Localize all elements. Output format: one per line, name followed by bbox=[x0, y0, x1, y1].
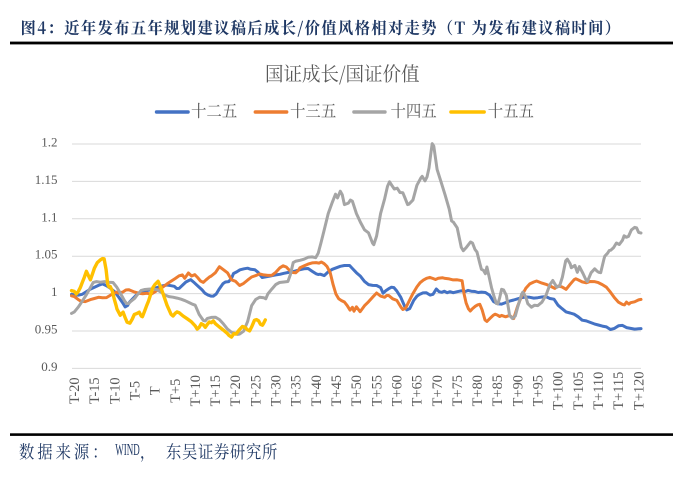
svg-text:T+110: T+110 bbox=[591, 372, 607, 410]
svg-text:T+75: T+75 bbox=[450, 375, 466, 406]
svg-text:T+20: T+20 bbox=[228, 375, 244, 406]
svg-text:T+90: T+90 bbox=[510, 375, 526, 406]
svg-text:1.1: 1.1 bbox=[41, 209, 57, 224]
svg-text:1: 1 bbox=[51, 284, 58, 299]
svg-text:T+95: T+95 bbox=[531, 375, 547, 406]
svg-text:T+35: T+35 bbox=[289, 375, 305, 406]
svg-text:T+85: T+85 bbox=[490, 375, 506, 406]
svg-text:T+55: T+55 bbox=[369, 375, 385, 406]
svg-text:WIND: WIND bbox=[115, 440, 140, 459]
svg-text:T-15: T-15 bbox=[87, 377, 103, 404]
svg-text:0.9: 0.9 bbox=[41, 359, 57, 374]
svg-text:1.15: 1.15 bbox=[35, 172, 58, 187]
svg-text:T+15: T+15 bbox=[208, 375, 224, 406]
svg-text:T+105: T+105 bbox=[571, 371, 587, 410]
svg-text:T+60: T+60 bbox=[390, 375, 406, 406]
svg-text:T+10: T+10 bbox=[188, 375, 204, 406]
svg-text:T+40: T+40 bbox=[309, 375, 325, 406]
svg-text:T+5: T+5 bbox=[168, 379, 184, 403]
svg-text:1.2: 1.2 bbox=[41, 135, 57, 150]
svg-text:1.05: 1.05 bbox=[35, 247, 58, 262]
svg-text:T: T bbox=[148, 386, 164, 395]
svg-text:T+65: T+65 bbox=[410, 375, 426, 406]
svg-text:0.95: 0.95 bbox=[35, 322, 58, 337]
svg-text:T+70: T+70 bbox=[430, 375, 446, 406]
svg-text:T-10: T-10 bbox=[107, 377, 123, 404]
svg-text:T+115: T+115 bbox=[611, 372, 627, 410]
svg-text:T+50: T+50 bbox=[349, 375, 365, 406]
svg-text:T+30: T+30 bbox=[269, 375, 285, 406]
svg-text:T-20: T-20 bbox=[67, 377, 83, 404]
svg-text:T+25: T+25 bbox=[248, 375, 264, 406]
svg-text:T+45: T+45 bbox=[329, 375, 345, 406]
svg-text:T+80: T+80 bbox=[470, 375, 486, 406]
svg-text:T+120: T+120 bbox=[631, 371, 647, 410]
svg-text:T+100: T+100 bbox=[551, 371, 567, 410]
svg-text:T-5: T-5 bbox=[127, 381, 143, 400]
